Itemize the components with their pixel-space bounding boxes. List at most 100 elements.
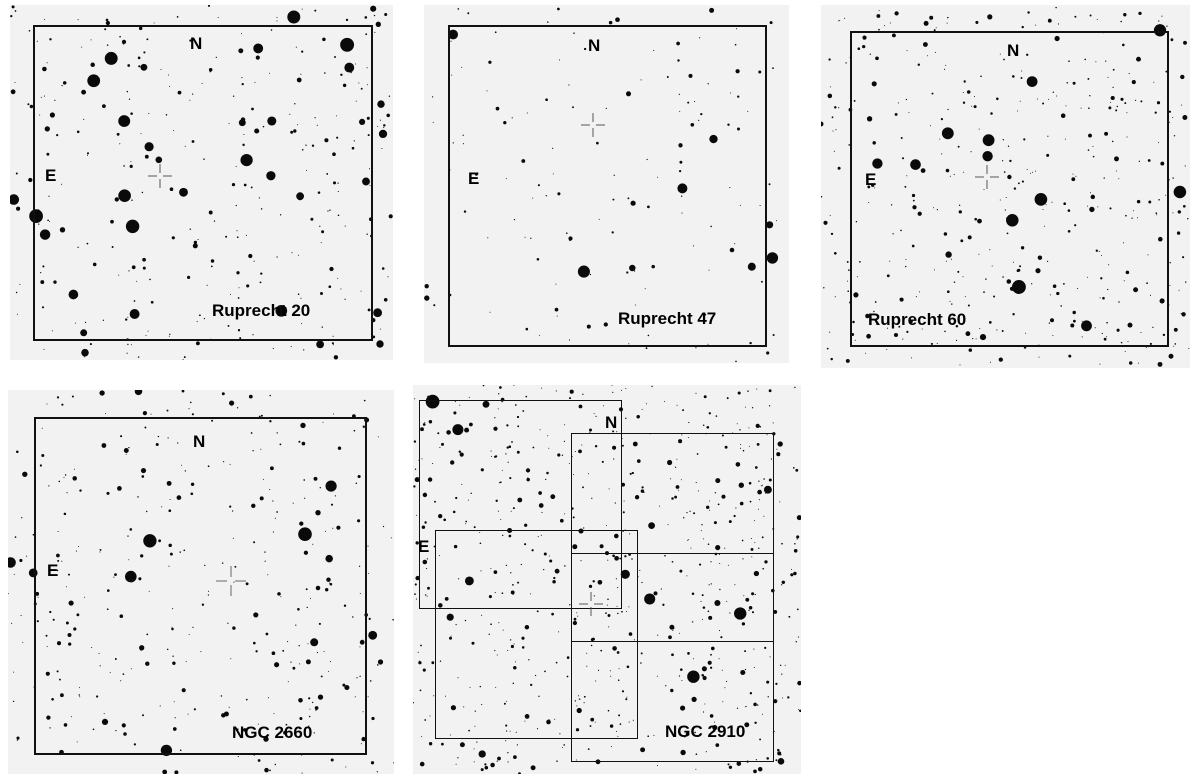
- star: [253, 260, 255, 262]
- star: [958, 210, 962, 214]
- star: [29, 209, 43, 223]
- star: [1173, 185, 1187, 199]
- star: [653, 734, 655, 737]
- star: [105, 18, 109, 22]
- star: [623, 500, 625, 502]
- star: [47, 219, 49, 222]
- star: [607, 709, 610, 712]
- star: [306, 169, 308, 171]
- star: [230, 294, 232, 295]
- star: [1158, 142, 1160, 144]
- star: [915, 296, 917, 298]
- star: [337, 191, 339, 193]
- star: [572, 620, 578, 626]
- star: [500, 481, 502, 483]
- star: [57, 530, 59, 533]
- star: [702, 711, 705, 713]
- star: [667, 524, 669, 526]
- star: [232, 626, 236, 630]
- star: [1177, 210, 1181, 214]
- star: [911, 193, 916, 198]
- star: [677, 183, 688, 194]
- star: [189, 39, 192, 42]
- star: [125, 570, 137, 583]
- star: [142, 257, 146, 262]
- star: [998, 357, 1003, 362]
- star: [868, 202, 870, 203]
- star: [796, 538, 798, 540]
- star: [612, 646, 617, 651]
- star: [1124, 351, 1126, 352]
- star: [701, 666, 707, 672]
- east-label: E: [45, 166, 57, 185]
- sky-background: [424, 5, 789, 363]
- star: [1176, 231, 1181, 235]
- star: [1155, 212, 1158, 214]
- star: [899, 297, 904, 302]
- star: [480, 768, 484, 772]
- star: [450, 705, 457, 711]
- star: [503, 702, 506, 705]
- star: [553, 576, 556, 580]
- star: [61, 560, 63, 562]
- star: [419, 761, 425, 767]
- star: [376, 340, 384, 348]
- star: [612, 430, 615, 433]
- star: [1056, 95, 1058, 97]
- star: [439, 446, 441, 448]
- star: [337, 214, 340, 217]
- star: [734, 43, 737, 46]
- star: [695, 392, 697, 394]
- star: [159, 705, 161, 707]
- star: [134, 390, 143, 396]
- star: [166, 648, 169, 651]
- star: [757, 489, 762, 495]
- star: [106, 491, 110, 495]
- star: [422, 559, 428, 565]
- star: [589, 273, 592, 276]
- sky-background: [8, 390, 394, 774]
- star: [625, 388, 627, 390]
- star: [334, 495, 336, 497]
- star: [520, 563, 522, 566]
- star: [155, 443, 159, 446]
- star: [128, 270, 130, 272]
- star: [40, 272, 42, 274]
- star: [701, 594, 704, 597]
- star: [999, 53, 1001, 55]
- star: [933, 29, 936, 32]
- star: [36, 40, 38, 42]
- star: [169, 85, 171, 87]
- star: [906, 50, 908, 52]
- star: [264, 551, 266, 553]
- star: [32, 533, 35, 536]
- star: [559, 733, 561, 735]
- star: [1095, 61, 1097, 63]
- star: [340, 37, 355, 52]
- star: [455, 763, 457, 765]
- star: [58, 480, 61, 483]
- star: [487, 237, 489, 239]
- star: [507, 461, 509, 463]
- star: [333, 355, 339, 360]
- star: [125, 318, 128, 321]
- star: [252, 450, 254, 452]
- star: [457, 677, 459, 679]
- star: [665, 685, 667, 687]
- star: [939, 138, 941, 140]
- star: [753, 648, 755, 650]
- star: [745, 597, 750, 602]
- star: [734, 584, 736, 586]
- star: [621, 482, 625, 487]
- star: [301, 148, 304, 151]
- star: [678, 143, 683, 148]
- star: [467, 499, 469, 501]
- star: [781, 542, 783, 545]
- star: [958, 204, 961, 207]
- star: [139, 645, 145, 651]
- star: [1146, 282, 1148, 284]
- star: [328, 285, 332, 289]
- star: [130, 161, 132, 162]
- star: [274, 662, 280, 668]
- star: [294, 103, 296, 105]
